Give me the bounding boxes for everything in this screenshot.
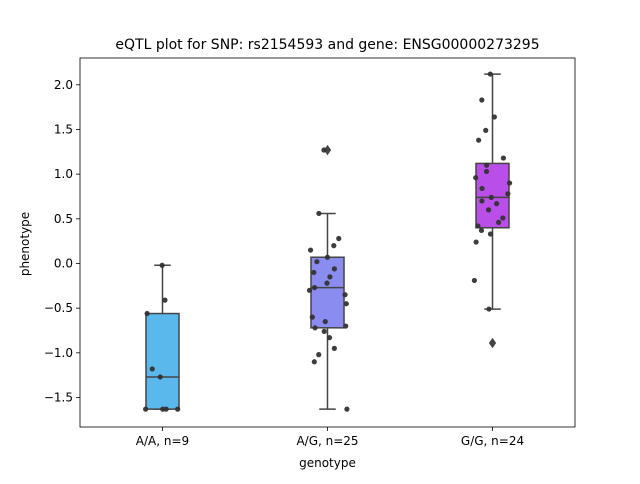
data-point <box>471 277 478 284</box>
x-tick-label: G/G, n=24 <box>461 434 524 448</box>
box-iqr <box>145 312 180 410</box>
data-point <box>478 227 485 234</box>
data-point <box>479 185 485 192</box>
data-point <box>500 215 506 221</box>
data-point <box>163 406 169 412</box>
data-point <box>487 231 494 237</box>
data-point <box>157 374 163 380</box>
data-point <box>324 254 331 260</box>
data-point <box>475 223 481 229</box>
data-point <box>316 352 322 358</box>
data-point <box>487 71 493 77</box>
data-point <box>144 310 150 317</box>
data-point <box>309 314 315 320</box>
y-tick-label: −1.0 <box>44 346 73 360</box>
data-point <box>312 325 318 331</box>
box-group <box>145 264 180 410</box>
data-point <box>496 219 502 225</box>
y-tick-label: 1.0 <box>54 167 73 181</box>
data-point <box>321 328 327 334</box>
data-point <box>159 262 165 268</box>
x-axis-label: genotype <box>299 456 356 470</box>
data-point <box>327 274 333 280</box>
data-point <box>485 207 492 213</box>
data-point <box>331 345 337 351</box>
data-point <box>343 323 349 329</box>
data-point <box>316 210 322 217</box>
data-point <box>479 198 485 204</box>
data-point <box>500 155 507 161</box>
data-point <box>494 201 500 207</box>
data-point <box>483 168 490 175</box>
y-tick-label: 1.5 <box>54 122 73 136</box>
plot-frame <box>79 57 576 428</box>
data-point <box>473 239 479 245</box>
x-tick-label: A/A, n=9 <box>136 434 189 448</box>
data-point <box>306 287 313 293</box>
data-point <box>483 162 490 168</box>
y-tick-label: 2.0 <box>54 78 73 92</box>
plot-area: −1.5 −1.0 −0.5 0.0 0.5 1.0 1.5 2.0 A/A, n=9 A/G, … <box>44 57 576 448</box>
data-point <box>331 266 337 272</box>
data-point <box>336 235 342 242</box>
data-point <box>162 297 168 303</box>
x-tick-label: A/G, n=25 <box>296 434 358 448</box>
data-point <box>175 406 181 412</box>
y-tick-label: 0.0 <box>54 256 73 270</box>
data-point <box>483 127 489 133</box>
data-point <box>505 191 511 197</box>
data-point <box>506 180 513 186</box>
data-point <box>344 406 350 412</box>
data-point <box>342 292 348 298</box>
data-point <box>486 306 492 312</box>
y-tick-label: −1.5 <box>44 391 73 405</box>
data-point <box>473 175 479 181</box>
data-point <box>314 259 320 265</box>
data-point <box>311 269 317 276</box>
data-point <box>331 243 337 249</box>
data-point <box>143 406 149 412</box>
data-point <box>488 194 494 200</box>
data-point <box>307 247 314 253</box>
data-point <box>479 97 485 103</box>
data-point <box>343 301 349 307</box>
data-point <box>311 359 317 365</box>
data-point <box>326 335 333 341</box>
box-iqr <box>310 256 345 329</box>
data-point <box>321 147 327 153</box>
data-point <box>491 114 497 120</box>
data-point <box>311 285 318 291</box>
y-tick-label: 0.5 <box>54 212 73 226</box>
chart-title: eQTL plot for SNP: rs2154593 and gene: E… <box>115 37 539 53</box>
y-axis-label: phenotype <box>18 212 32 276</box>
data-point <box>324 280 330 286</box>
data-point <box>322 318 328 325</box>
data-point <box>476 137 482 143</box>
outlier-marker <box>488 337 497 349</box>
data-point <box>149 366 155 372</box>
box-group <box>475 73 510 349</box>
y-tick-label: −0.5 <box>44 301 73 315</box>
